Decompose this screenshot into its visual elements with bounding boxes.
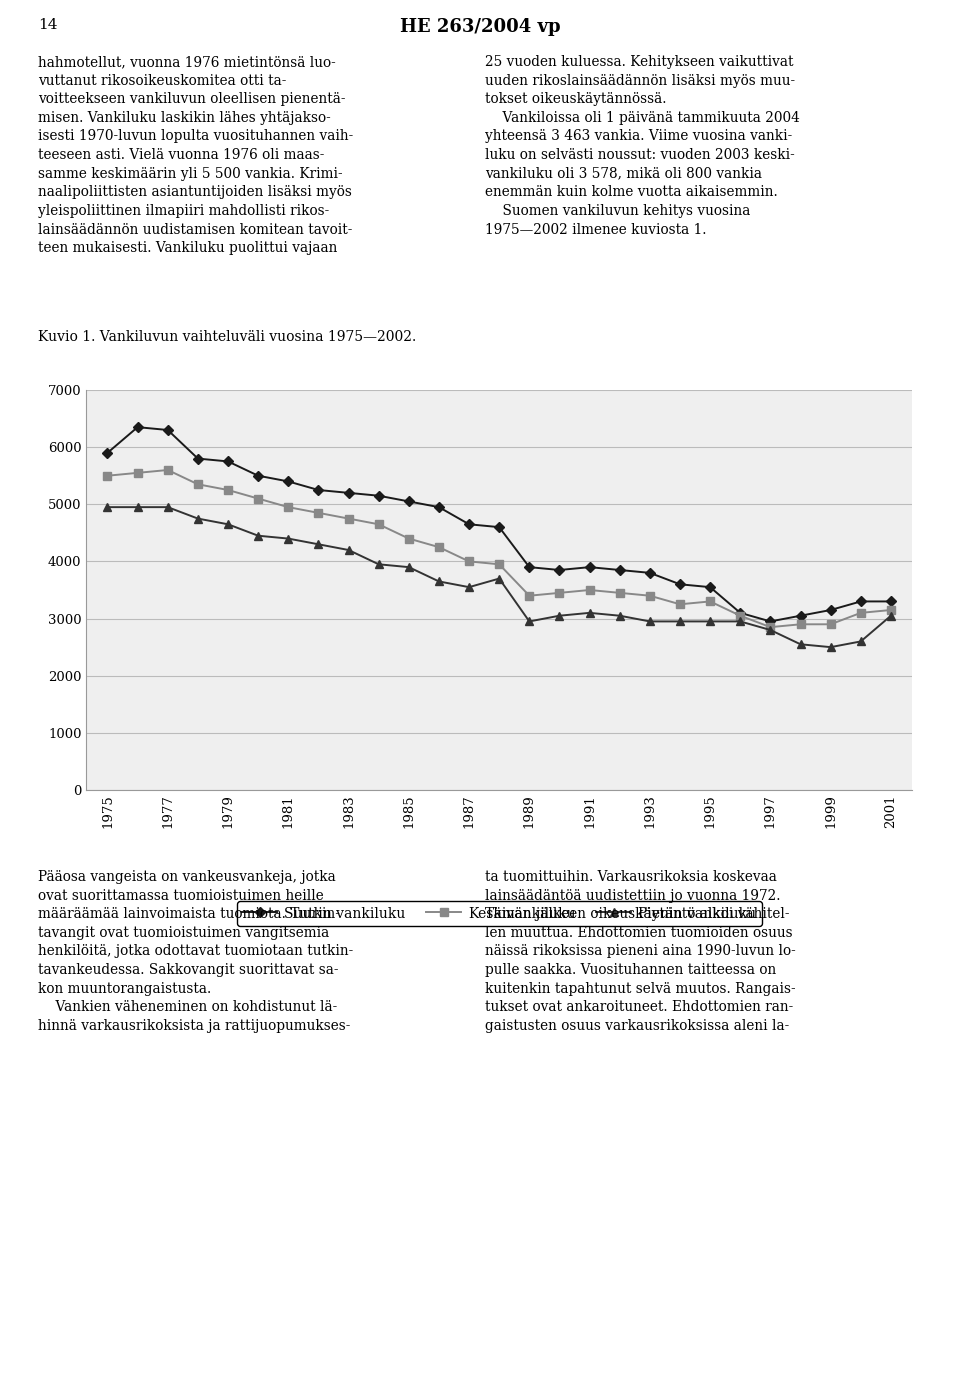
Pienin vankiluku (855, 632, 867, 649)
Suurin vankiluku (464, 517, 475, 533)
Line: Suurin vankiluku: Suurin vankiluku (104, 423, 895, 625)
Keskivankiluku (192, 476, 204, 493)
Keskivankiluku (403, 530, 415, 547)
Suurin vankiluku (885, 593, 897, 610)
Keskivankiluku (464, 553, 475, 570)
Suurin vankiluku (855, 593, 867, 610)
Text: ta tuomittuihin. Varkausrikoksia koskevaa
lainsäädäntöä uudistettiin jo vuonna 1: ta tuomittuihin. Varkausrikoksia koskeva… (485, 870, 796, 1033)
Keskivankiluku (102, 468, 113, 484)
Keskivankiluku (433, 539, 444, 556)
Keskivankiluku (343, 510, 354, 526)
Pienin vankiluku (584, 604, 595, 621)
Suurin vankiluku (614, 561, 626, 578)
Pienin vankiluku (764, 621, 776, 638)
Suurin vankiluku (282, 473, 294, 490)
Suurin vankiluku (343, 484, 354, 501)
Pienin vankiluku (162, 498, 174, 515)
Pienin vankiluku (523, 613, 535, 630)
Suurin vankiluku (433, 498, 444, 515)
Pienin vankiluku (825, 639, 836, 656)
Keskivankiluku (644, 588, 656, 604)
Keskivankiluku (372, 517, 384, 533)
Keskivankiluku (764, 618, 776, 635)
Suurin vankiluku (403, 493, 415, 510)
Pienin vankiluku (885, 607, 897, 624)
Legend: Suurin vankiluku, Keskivankiluku, Pienin vankiluku: Suurin vankiluku, Keskivankiluku, Pienin… (237, 900, 761, 926)
Keskivankiluku (614, 585, 626, 602)
Pienin vankiluku (313, 536, 324, 553)
Pienin vankiluku (614, 607, 626, 624)
Text: hahmotellut, vuonna 1976 mietintönsä luo-
vuttanut rikosoikeuskomitea otti ta-
v: hahmotellut, vuonna 1976 mietintönsä luo… (38, 54, 353, 255)
Keskivankiluku (795, 616, 806, 632)
Pienin vankiluku (223, 517, 234, 533)
Suurin vankiluku (313, 482, 324, 498)
Pienin vankiluku (403, 558, 415, 575)
Keskivankiluku (674, 596, 685, 613)
Suurin vankiluku (674, 577, 685, 593)
Pienin vankiluku (734, 613, 746, 630)
Suurin vankiluku (132, 419, 143, 436)
Keskivankiluku (523, 588, 535, 604)
Keskivankiluku (885, 602, 897, 618)
Pienin vankiluku (102, 498, 113, 515)
Keskivankiluku (132, 465, 143, 482)
Line: Pienin vankiluku: Pienin vankiluku (104, 503, 895, 652)
Pienin vankiluku (282, 530, 294, 547)
Keskivankiluku (282, 498, 294, 515)
Keskivankiluku (223, 482, 234, 498)
Suurin vankiluku (162, 422, 174, 438)
Suurin vankiluku (764, 613, 776, 630)
Suurin vankiluku (223, 454, 234, 470)
Pienin vankiluku (493, 570, 505, 586)
Suurin vankiluku (554, 561, 565, 578)
Keskivankiluku (554, 585, 565, 602)
Pienin vankiluku (464, 579, 475, 596)
Text: Pääosa vangeista on vankeusvankeja, jotka
ovat suorittamassa tuomioistuimen heil: Pääosa vangeista on vankeusvankeja, jotk… (38, 870, 353, 1033)
Keskivankiluku (734, 607, 746, 624)
Suurin vankiluku (252, 468, 264, 484)
Text: HE 263/2004 vp: HE 263/2004 vp (399, 18, 561, 36)
Suurin vankiluku (644, 564, 656, 581)
Pienin vankiluku (252, 528, 264, 544)
Pienin vankiluku (674, 613, 685, 630)
Pienin vankiluku (554, 607, 565, 624)
Keskivankiluku (855, 604, 867, 621)
Keskivankiluku (825, 616, 836, 632)
Suurin vankiluku (192, 450, 204, 466)
Suurin vankiluku (102, 444, 113, 461)
Suurin vankiluku (584, 558, 595, 575)
Keskivankiluku (584, 582, 595, 599)
Line: Keskivankiluku: Keskivankiluku (104, 466, 895, 631)
Keskivankiluku (313, 504, 324, 521)
Keskivankiluku (252, 490, 264, 507)
Suurin vankiluku (493, 519, 505, 536)
Pienin vankiluku (433, 572, 444, 589)
Keskivankiluku (705, 593, 716, 610)
Pienin vankiluku (795, 637, 806, 653)
Suurin vankiluku (825, 602, 836, 618)
Text: 25 vuoden kuluessa. Kehitykseen vaikuttivat
uuden rikoslainsäädännön lisäksi myö: 25 vuoden kuluessa. Kehitykseen vaikutti… (485, 54, 800, 236)
Suurin vankiluku (372, 487, 384, 504)
Pienin vankiluku (132, 498, 143, 515)
Text: 14: 14 (38, 18, 58, 32)
Suurin vankiluku (795, 607, 806, 624)
Text: Kuvio 1. Vankiluvun vaihteluväli vuosina 1975—2002.: Kuvio 1. Vankiluvun vaihteluväli vuosina… (38, 329, 417, 343)
Pienin vankiluku (372, 556, 384, 572)
Keskivankiluku (493, 556, 505, 572)
Pienin vankiluku (192, 510, 204, 526)
Keskivankiluku (162, 462, 174, 479)
Suurin vankiluku (705, 579, 716, 596)
Pienin vankiluku (343, 542, 354, 558)
Suurin vankiluku (734, 604, 746, 621)
Pienin vankiluku (705, 613, 716, 630)
Suurin vankiluku (523, 558, 535, 575)
Pienin vankiluku (644, 613, 656, 630)
